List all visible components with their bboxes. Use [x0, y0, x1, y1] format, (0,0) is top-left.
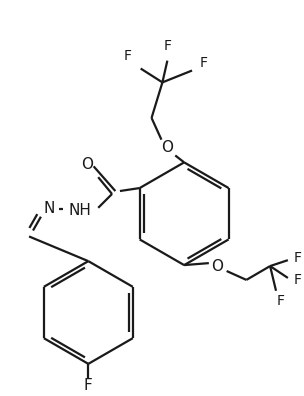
Text: O: O	[211, 259, 223, 274]
Text: O: O	[161, 140, 173, 155]
Text: F: F	[294, 273, 302, 287]
Text: F: F	[84, 378, 93, 393]
Text: F: F	[200, 55, 208, 70]
Text: F: F	[294, 251, 302, 265]
Text: F: F	[163, 39, 171, 53]
Text: NH: NH	[69, 203, 92, 218]
Text: N: N	[43, 201, 54, 216]
Text: F: F	[277, 294, 285, 308]
Text: F: F	[124, 49, 132, 63]
Text: O: O	[81, 157, 93, 172]
